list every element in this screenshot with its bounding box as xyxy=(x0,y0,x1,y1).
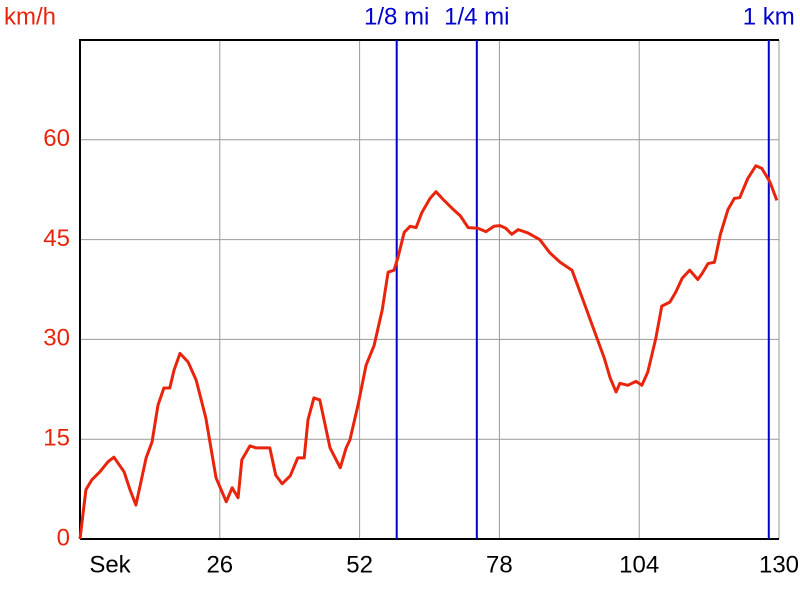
x-tick-label: 78 xyxy=(486,551,513,578)
distance-marker-label: 1/8 mi xyxy=(364,3,429,30)
x-tick-label: 52 xyxy=(346,551,373,578)
y-axis-label: km/h xyxy=(4,3,56,30)
x-tick-label: 104 xyxy=(619,551,659,578)
speed-line xyxy=(78,164,779,540)
y-tick-label: 15 xyxy=(43,425,70,452)
x-tick-label: Sek xyxy=(89,551,131,578)
x-tick-label: 130 xyxy=(759,551,799,578)
y-tick-label: 0 xyxy=(57,524,70,551)
plot-frame xyxy=(79,39,779,539)
distance-marker-label: 1/4 mi xyxy=(444,3,509,30)
y-tick-label: 30 xyxy=(43,325,70,352)
x-tick-label: 26 xyxy=(206,551,233,578)
distance-marker-label: 1 km xyxy=(743,3,795,30)
y-tick-label: 45 xyxy=(43,225,70,252)
y-tick-label: 60 xyxy=(43,125,70,152)
